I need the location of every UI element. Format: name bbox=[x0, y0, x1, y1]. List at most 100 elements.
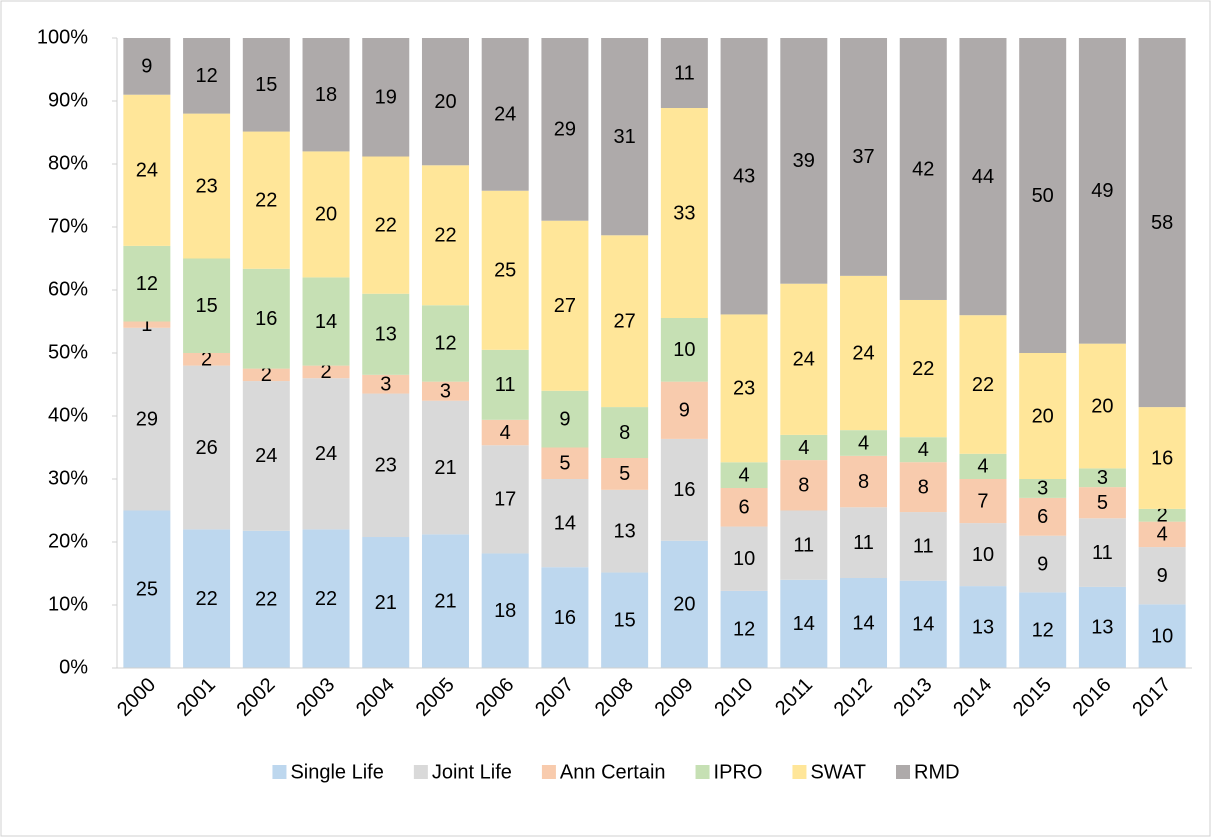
bar-segment bbox=[1019, 38, 1067, 353]
bar-segment bbox=[1078, 468, 1126, 488]
bar-segment bbox=[362, 293, 410, 375]
bar-segment bbox=[481, 190, 529, 350]
legend-label: Ann Certain bbox=[560, 761, 666, 783]
bar-segment bbox=[481, 38, 529, 191]
bar-segment bbox=[780, 434, 828, 461]
bar-segment bbox=[242, 381, 290, 531]
data-label: 12 bbox=[434, 333, 456, 355]
data-label: 10 bbox=[733, 548, 755, 570]
data-label: 24 bbox=[852, 342, 874, 364]
bar-segment bbox=[481, 419, 529, 446]
data-label: 22 bbox=[375, 214, 397, 236]
bar-segment bbox=[1078, 343, 1126, 469]
bar-segment bbox=[601, 572, 649, 668]
data-label: 22 bbox=[255, 589, 277, 611]
data-label: 9 bbox=[1157, 565, 1168, 587]
data-label: 24 bbox=[315, 443, 337, 465]
bar-segment bbox=[1019, 353, 1067, 479]
bar-segment bbox=[123, 510, 171, 668]
data-label: 20 bbox=[1091, 395, 1113, 417]
data-label: 42 bbox=[912, 158, 934, 180]
data-label: 13 bbox=[375, 324, 397, 346]
y-tick-label: 30% bbox=[48, 467, 88, 489]
legend-swatch bbox=[413, 765, 428, 779]
data-label: 24 bbox=[255, 445, 277, 467]
data-label: 44 bbox=[972, 166, 994, 188]
bar-segment bbox=[840, 455, 888, 508]
bar-segment bbox=[183, 258, 231, 353]
bar-segment bbox=[899, 38, 947, 300]
bar-segment bbox=[242, 38, 290, 132]
bar-segment bbox=[183, 353, 231, 366]
data-label: 16 bbox=[255, 308, 277, 330]
data-label: 11 bbox=[495, 374, 516, 396]
data-label: 4 bbox=[918, 439, 929, 461]
legend-swatch bbox=[896, 765, 910, 779]
bar-segment bbox=[840, 578, 888, 668]
data-label: 14 bbox=[315, 311, 337, 333]
bar-segment bbox=[541, 447, 589, 479]
data-label: 20 bbox=[315, 204, 337, 226]
bar-segment bbox=[1078, 518, 1126, 587]
data-label: 11 bbox=[853, 532, 874, 554]
bar-segment bbox=[421, 400, 469, 535]
data-label: 13 bbox=[972, 616, 994, 638]
y-tick-label: 60% bbox=[48, 278, 88, 300]
y-tick-label: 40% bbox=[48, 404, 88, 426]
data-label: 31 bbox=[614, 126, 636, 148]
data-label: 16 bbox=[1151, 447, 1173, 469]
data-label: 14 bbox=[793, 613, 815, 635]
legend-swatch bbox=[792, 765, 807, 779]
y-tick-label: 70% bbox=[48, 215, 88, 237]
bar-segment bbox=[481, 349, 529, 420]
data-label: 1 bbox=[141, 314, 152, 336]
legend-label: IPRO bbox=[714, 761, 763, 783]
data-label: 4 bbox=[739, 464, 750, 486]
y-tick-label: 50% bbox=[48, 341, 88, 363]
legend-swatch bbox=[272, 765, 287, 779]
bar-segment bbox=[123, 38, 171, 95]
bar-segment bbox=[1138, 38, 1186, 408]
data-label: 22 bbox=[195, 588, 217, 610]
data-label: 13 bbox=[614, 520, 636, 542]
bar-segment bbox=[720, 38, 768, 315]
bar-segment bbox=[421, 305, 469, 382]
data-label: 10 bbox=[673, 339, 695, 361]
bar-segment bbox=[123, 327, 171, 511]
data-label: 4 bbox=[858, 432, 869, 454]
data-label: 14 bbox=[554, 512, 576, 534]
bar-segment bbox=[840, 430, 888, 456]
data-label: 17 bbox=[494, 489, 516, 511]
data-label: 12 bbox=[1032, 619, 1054, 641]
legend-label: Single Life bbox=[290, 761, 383, 783]
data-label: 12 bbox=[733, 619, 755, 641]
bar-segment bbox=[242, 131, 290, 269]
data-label: 20 bbox=[1032, 405, 1054, 427]
bar-segment bbox=[780, 579, 828, 668]
data-label: 16 bbox=[673, 479, 695, 501]
bar-segment bbox=[302, 529, 350, 668]
data-label: 7 bbox=[977, 490, 988, 512]
bar-segment bbox=[899, 437, 947, 463]
bar-segment bbox=[959, 315, 1007, 454]
data-label: 10 bbox=[1151, 625, 1173, 647]
data-label: 27 bbox=[554, 295, 576, 317]
legend-label: SWAT bbox=[810, 761, 866, 783]
data-label: 21 bbox=[375, 592, 397, 614]
bar-segment bbox=[780, 38, 828, 284]
bar-segment bbox=[601, 235, 649, 408]
bar-segment bbox=[780, 510, 828, 580]
bar-segment bbox=[959, 586, 1007, 668]
bar-segment bbox=[421, 38, 469, 166]
bar-segment bbox=[1138, 604, 1186, 668]
data-label: 18 bbox=[315, 84, 337, 106]
bar-segment bbox=[541, 220, 589, 391]
bar-segment bbox=[183, 529, 231, 668]
bar-segment bbox=[481, 553, 529, 668]
bar-segment bbox=[123, 245, 171, 322]
data-label: 15 bbox=[195, 295, 217, 317]
y-tick-label: 100% bbox=[37, 26, 88, 48]
data-label: 49 bbox=[1091, 180, 1113, 202]
data-label: 11 bbox=[793, 534, 814, 556]
bar-segment bbox=[421, 165, 469, 306]
